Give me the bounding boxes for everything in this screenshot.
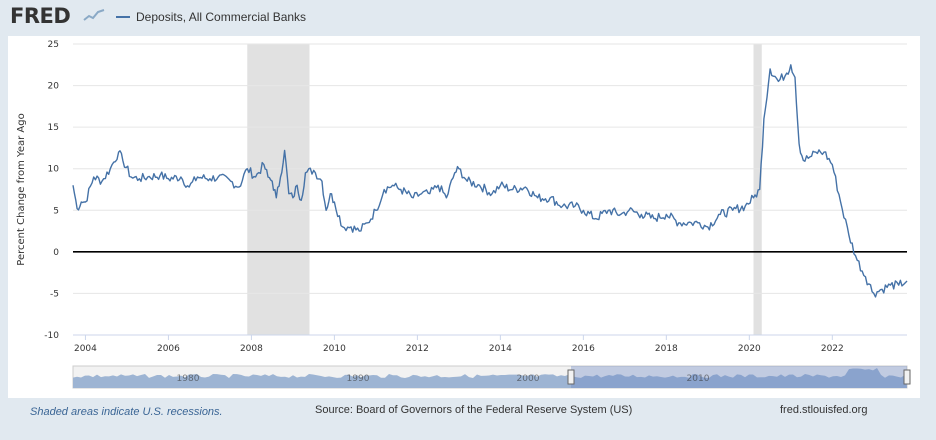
chart-panel: -10 -5 0 5 10 15 20 25 2004 2006 2008 2010 2012 2014 2… (8, 36, 920, 398)
navigator-selection[interactable] (571, 366, 907, 388)
header: FRED Deposits, All Commercial Banks (0, 0, 936, 36)
y-tick-label: -10 (44, 331, 59, 341)
y-tick-label: 15 (48, 123, 59, 133)
y-tick-label: 20 (48, 82, 60, 92)
chart-logo-icon (83, 8, 105, 22)
navigator-year-label: 2000 (517, 374, 540, 384)
navigator-series-area (73, 368, 907, 388)
navigator-year-label: 1990 (347, 374, 370, 384)
navigator-handle-right[interactable] (903, 369, 911, 385)
navigator-handle-left[interactable] (567, 369, 575, 385)
x-tick-label: 2016 (572, 344, 595, 354)
y-tick-label: 5 (53, 206, 59, 216)
x-tick-label: 2014 (489, 344, 512, 354)
x-tick-label: 2006 (157, 344, 180, 354)
recession-band-0 (247, 44, 310, 335)
line-chart[interactable]: -10 -5 0 5 10 15 20 25 2004 2006 2008 2010 2012 2014 2… (8, 36, 920, 398)
legend-line-swatch (116, 16, 130, 18)
fred-logo[interactable]: FRED (10, 4, 71, 28)
recession-note: Shaded areas indicate U.S. recessions. (30, 406, 223, 418)
navigator-year-label: 1980 (177, 374, 200, 384)
y-tick-label: 0 (53, 248, 59, 258)
series-legend[interactable]: Deposits, All Commercial Banks (116, 10, 306, 24)
legend-label: Deposits, All Commercial Banks (136, 10, 307, 24)
navigator-year-label: 2010 (687, 374, 710, 384)
footer: Shaded areas indicate U.S. recessions. S… (0, 400, 936, 440)
x-tick-label: 2020 (738, 344, 761, 354)
x-tick-label: 2010 (323, 344, 346, 354)
y-tick-label: -5 (50, 289, 59, 299)
site-link[interactable]: fred.stlouisfed.org (780, 404, 868, 416)
x-tick-label: 2018 (655, 344, 678, 354)
y-tick-label: 25 (48, 40, 59, 50)
y-axis-title: Percent Change from Year Ago (16, 113, 27, 265)
y-tick-label: 10 (48, 165, 60, 175)
series-line-deposits[interactable] (72, 64, 908, 298)
x-tick-label: 2012 (406, 344, 429, 354)
x-tick-label: 2004 (74, 344, 97, 354)
x-tick-label: 2022 (821, 344, 844, 354)
source-credit: Source: Board of Governors of the Federa… (315, 404, 633, 416)
x-tick-label: 2008 (240, 344, 263, 354)
